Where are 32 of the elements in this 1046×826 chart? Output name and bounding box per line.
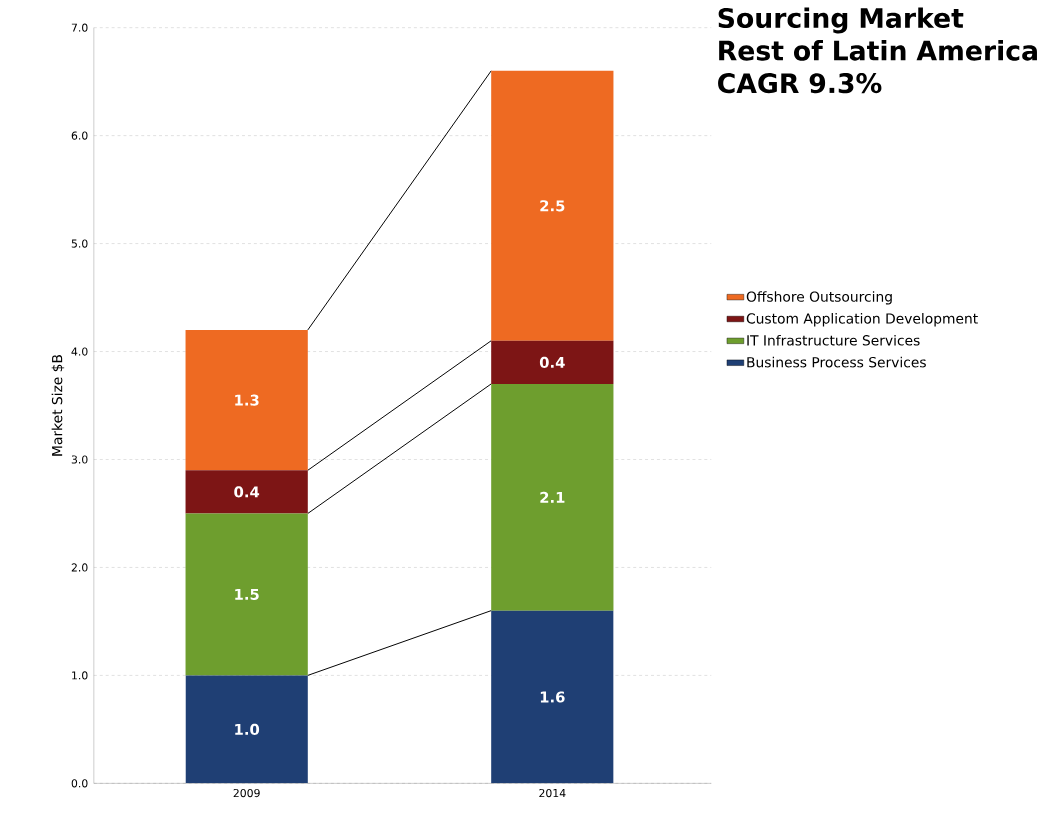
data-label: 1.0	[235, 723, 260, 736]
y-tick-label: 1.0	[72, 671, 88, 680]
y-tick-label: 7.0	[71, 23, 88, 32]
bar	[491, 340, 614, 384]
y-tick-label: 4.0	[71, 347, 88, 356]
text: Sourcing Market Rest of Latin America CAGR 9.3%	[718, 7, 1037, 94]
bar	[491, 610, 614, 784]
x-tick-label: 2014	[539, 789, 566, 798]
bar	[491, 384, 614, 611]
legend-label: Business Process Services	[747, 356, 926, 368]
bar	[185, 675, 308, 784]
y-axis-title: Market Size $B	[51, 355, 65, 456]
bar	[185, 470, 308, 514]
y-tick-label: 3.0	[71, 455, 88, 464]
y-tick-label: 6.0	[71, 131, 88, 140]
data-label: 1.6	[540, 691, 565, 703]
x-tick-label: 2009	[233, 789, 260, 798]
bar	[185, 330, 308, 471]
y-tick-label: 2.0	[71, 563, 88, 572]
data-label: 0.4	[234, 486, 260, 498]
data-label: 2.1	[540, 491, 565, 503]
legend-label: Offshore Outsourcing	[746, 291, 892, 305]
data-label: 0.4	[539, 356, 565, 369]
bar	[491, 70, 614, 341]
y-tick-label: 0.0	[71, 779, 88, 788]
data-label: 2.5	[540, 200, 565, 212]
bar	[185, 513, 308, 676]
data-label: 1.3	[235, 394, 259, 406]
legend-label: Custom Application Development	[746, 313, 978, 327]
legend-label: IT Infrastructure Services	[747, 334, 920, 346]
data-label: 1.5	[235, 589, 259, 601]
y-tick-label: 5.0	[71, 239, 88, 248]
